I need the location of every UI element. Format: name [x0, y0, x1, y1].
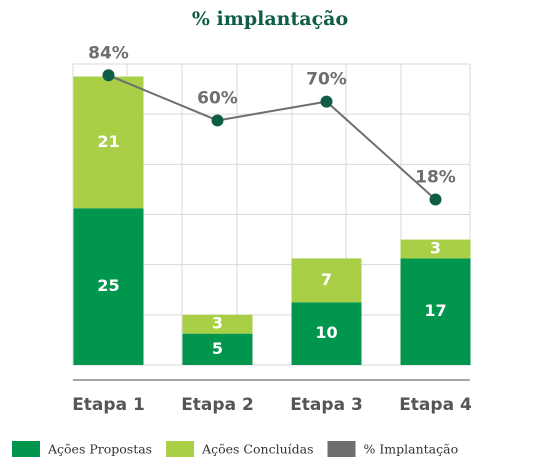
line-marker [102, 69, 115, 82]
x-tick-label: Etapa 1 [72, 395, 145, 415]
bar-value-label: 3 [430, 238, 441, 257]
bar-value-label: 3 [212, 314, 223, 333]
bar-segment [291, 258, 362, 303]
line-value-label: 70% [306, 70, 347, 90]
bar-segment [400, 239, 471, 259]
line-value-label: 18% [415, 167, 456, 187]
chart-title: % implantação [192, 8, 348, 30]
legend-label: % Implantação [364, 442, 459, 457]
line-marker [211, 114, 224, 127]
line-marker [320, 95, 333, 108]
bar-value-label: 7 [321, 270, 332, 289]
bar-value-label: 25 [97, 276, 119, 295]
x-tick-label: Etapa 3 [290, 395, 363, 415]
line-value-label: 84% [88, 43, 129, 63]
line [108, 74, 437, 201]
bar-segment [291, 302, 362, 365]
legend-label: Ações Concluídas [201, 442, 313, 457]
line-value-label: 60% [197, 88, 238, 108]
bar-segment [400, 258, 471, 365]
bar-segment [182, 314, 253, 334]
bar-value-label: 5 [212, 339, 223, 358]
legend-swatch [12, 441, 40, 457]
bar-segment [73, 208, 144, 365]
bar-segment [73, 76, 144, 209]
legend-label: Ações Propostas [47, 442, 152, 457]
bar-segment [182, 333, 253, 365]
bar-value-label: 10 [315, 323, 337, 342]
legend-swatch [166, 441, 195, 457]
bar-value-label: 21 [97, 132, 119, 151]
legend-swatch [327, 441, 356, 457]
line-marker [429, 193, 442, 206]
bar-value-label: 17 [424, 301, 446, 320]
x-tick-label: Etapa 2 [181, 395, 254, 415]
x-tick-label: Etapa 4 [399, 395, 472, 415]
